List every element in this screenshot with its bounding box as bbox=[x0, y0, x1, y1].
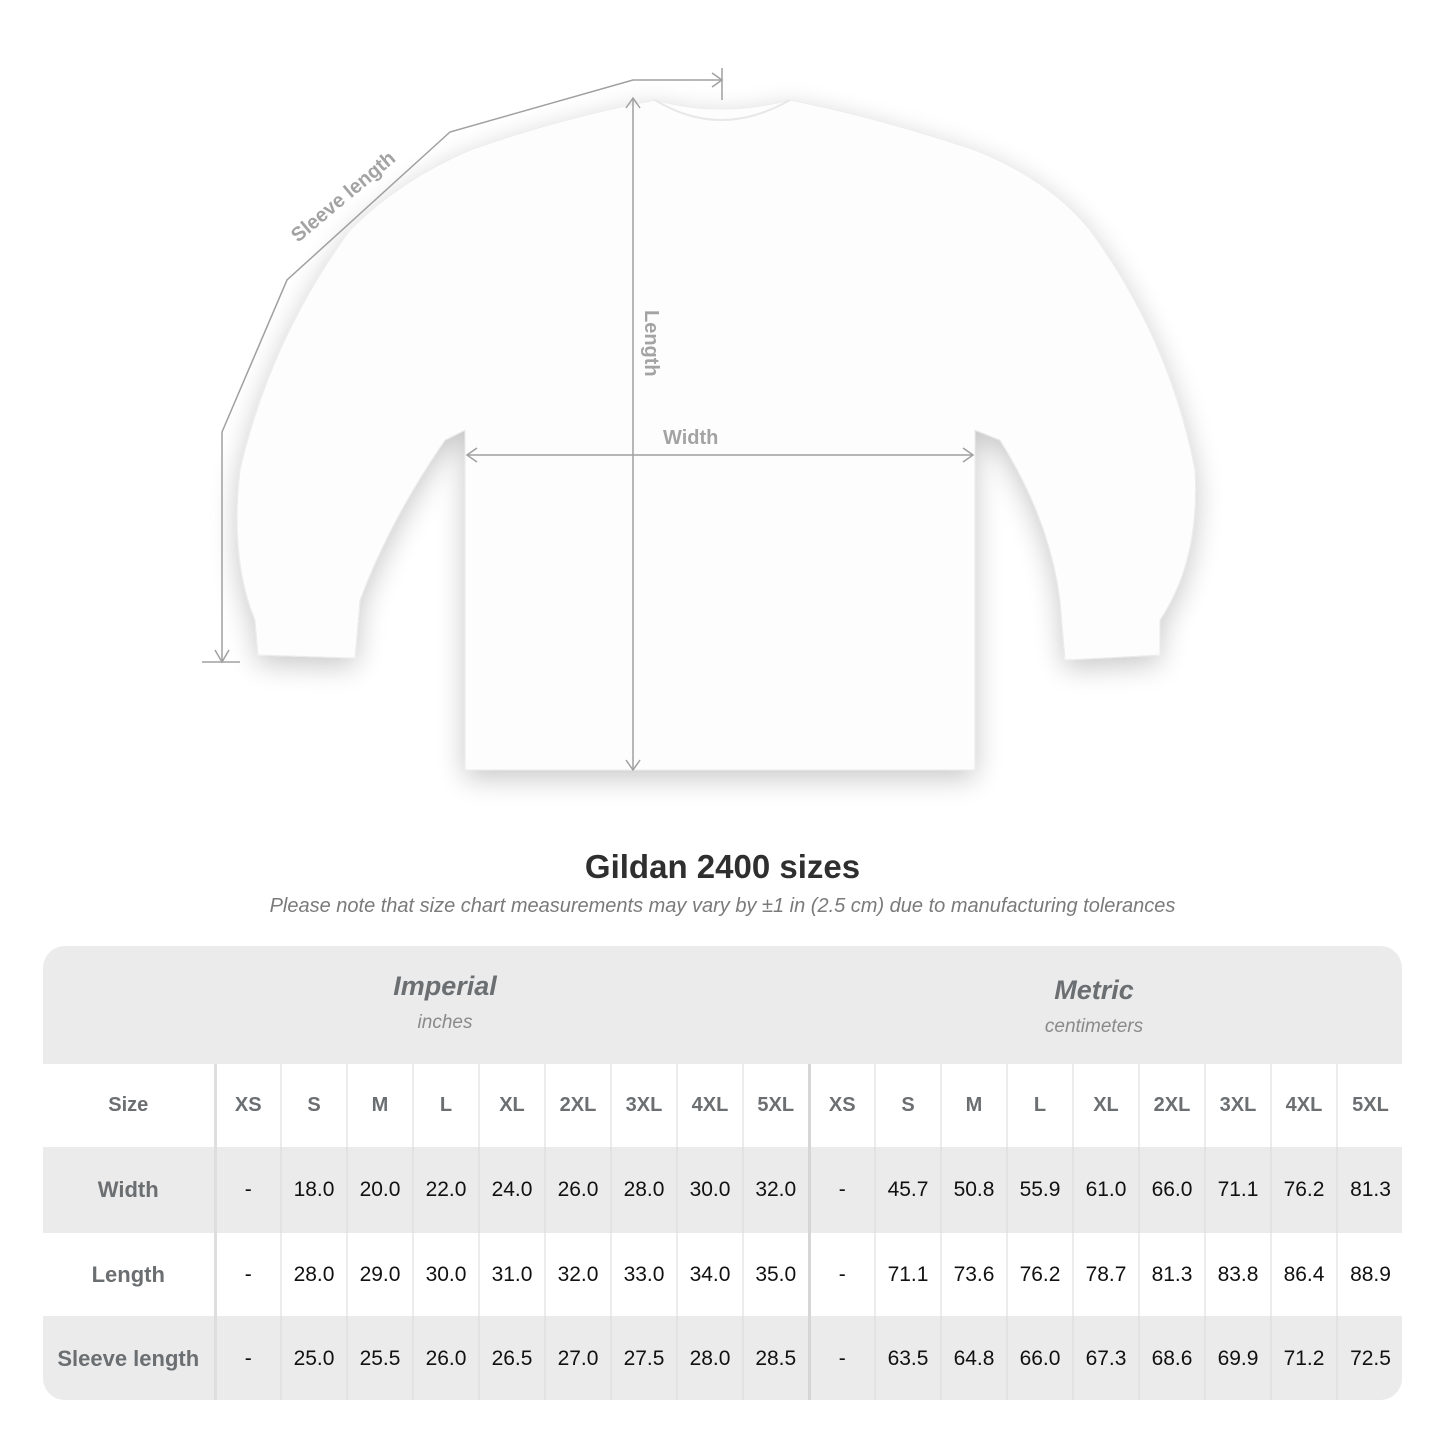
metric-value-cell: 76.2 bbox=[1270, 1147, 1337, 1233]
imperial-size-3xl: 3XL bbox=[610, 1064, 677, 1147]
imperial-value-cell: 28.0 bbox=[676, 1316, 743, 1400]
metric-value-cell: 45.7 bbox=[874, 1147, 941, 1233]
tolerance-note: Please note that size chart measurements… bbox=[269, 895, 1176, 917]
imperial-value-cell: 31.0 bbox=[478, 1233, 545, 1316]
metric-size-3xl: 3XL bbox=[1204, 1064, 1271, 1147]
metric-title: Metric bbox=[1054, 975, 1134, 1005]
metric-value-cell: 67.3 bbox=[1072, 1316, 1139, 1400]
metric-value-cell: 73.6 bbox=[940, 1233, 1007, 1316]
imperial-value-cell: 26.0 bbox=[412, 1316, 479, 1400]
table-row: Sleeve length -25.0 25.5 26.0 26.5 27.0 27.5 28… bbox=[43, 1316, 1402, 1400]
imperial-value-cell: 24.0 bbox=[478, 1147, 545, 1233]
row-label: Length bbox=[43, 1233, 215, 1316]
size-column-header: Size bbox=[43, 1064, 215, 1147]
metric-size-l: L bbox=[1006, 1064, 1073, 1147]
imperial-value-cell: 32.0 bbox=[742, 1147, 809, 1233]
metric-value-cell: 63.5 bbox=[874, 1316, 941, 1400]
metric-value-cell: 78.7 bbox=[1072, 1233, 1139, 1316]
imperial-value-cell: 30.0 bbox=[676, 1147, 743, 1233]
metric-value-cell: 61.0 bbox=[1072, 1147, 1139, 1233]
imperial-value-cell: 30.0 bbox=[412, 1233, 479, 1316]
imperial-value-cell: 34.0 bbox=[676, 1233, 743, 1316]
imperial-size-xl: XL bbox=[478, 1064, 545, 1147]
metric-header: Metric centimeters bbox=[809, 946, 1379, 1093]
metric-value-cell: 69.9 bbox=[1204, 1316, 1271, 1400]
metric-size-2xl: 2XL bbox=[1138, 1064, 1205, 1147]
imperial-value-cell: 28.5 bbox=[742, 1316, 809, 1400]
metric-unit: centimeters bbox=[1044, 1016, 1144, 1037]
imperial-value-cell: 26.0 bbox=[544, 1147, 611, 1233]
imperial-title: Imperial bbox=[393, 971, 497, 1001]
imperial-value-cell: 28.0 bbox=[610, 1147, 677, 1233]
metric-value-cell: 72.5 bbox=[1336, 1316, 1402, 1400]
metric-value-cell: 81.3 bbox=[1138, 1233, 1205, 1316]
metric-value-cell: 50.8 bbox=[940, 1147, 1007, 1233]
metric-value-cell: 88.9 bbox=[1336, 1233, 1402, 1316]
metric-size-xl: XL bbox=[1072, 1064, 1139, 1147]
imperial-size-s: S bbox=[280, 1064, 347, 1147]
metric-size-5xl: 5XL bbox=[1336, 1064, 1402, 1147]
imperial-value-cell: - bbox=[213, 1147, 281, 1233]
imperial-size-2xl: 2XL bbox=[544, 1064, 611, 1147]
metric-size-4xl: 4XL bbox=[1270, 1064, 1337, 1147]
imperial-unit: inches bbox=[417, 1012, 473, 1033]
imperial-size-xs: XS bbox=[213, 1064, 281, 1147]
metric-value-cell: - bbox=[807, 1316, 875, 1400]
imperial-value-cell: 18.0 bbox=[280, 1147, 347, 1233]
metric-value-cell: 64.8 bbox=[940, 1316, 1007, 1400]
sleeve-length-line bbox=[221, 79, 722, 662]
imperial-value-cell: 33.0 bbox=[610, 1233, 677, 1316]
metric-value-cell: 81.3 bbox=[1336, 1147, 1402, 1233]
imperial-value-cell: 27.5 bbox=[610, 1316, 677, 1400]
imperial-size-m: M bbox=[346, 1064, 413, 1147]
metric-value-cell: 71.1 bbox=[1204, 1147, 1271, 1233]
shirt-illustration bbox=[236, 99, 1197, 771]
metric-size-m: M bbox=[940, 1064, 1007, 1147]
metric-value-cell: 86.4 bbox=[1270, 1233, 1337, 1316]
imperial-value-cell: 25.0 bbox=[280, 1316, 347, 1400]
metric-value-cell: 71.2 bbox=[1270, 1316, 1337, 1400]
metric-value-cell: 66.0 bbox=[1138, 1147, 1205, 1233]
metric-size-s: S bbox=[874, 1064, 941, 1147]
size-grid: Size XS S M L XL 2XL 3XL 4XL 5XL XS S M L XL 2XL 3XL 4XL 5… bbox=[43, 1064, 1402, 1400]
metric-value-cell: 66.0 bbox=[1006, 1316, 1073, 1400]
imperial-value-cell: - bbox=[213, 1316, 281, 1400]
width-label: Width bbox=[663, 427, 718, 449]
imperial-size-4xl: 4XL bbox=[676, 1064, 743, 1147]
size-header-row: Size XS S M L XL 2XL 3XL 4XL 5XL XS S M L XL 2XL 3XL 4XL 5… bbox=[43, 1064, 1402, 1147]
imperial-value-cell: 27.0 bbox=[544, 1316, 611, 1400]
row-label: Sleeve length bbox=[43, 1316, 215, 1400]
metric-value-cell: 55.9 bbox=[1006, 1147, 1073, 1233]
imperial-value-cell: 26.5 bbox=[478, 1316, 545, 1400]
metric-size-xs: XS bbox=[807, 1064, 875, 1147]
row-label: Width bbox=[43, 1147, 215, 1233]
size-table: Imperial inches Metric centimeters Size X… bbox=[43, 946, 1402, 1400]
table-row: Width -18.0 20.0 22.0 24.0 26.0 28.0 30.0 32.0-4… bbox=[43, 1147, 1402, 1233]
imperial-value-cell: 35.0 bbox=[742, 1233, 809, 1316]
metric-value-cell: 83.8 bbox=[1204, 1233, 1271, 1316]
table-row: Length -28.0 29.0 30.0 31.0 32.0 33.0 34.0 35.0-… bbox=[43, 1233, 1402, 1316]
metric-value-cell: 68.6 bbox=[1138, 1316, 1205, 1400]
shirt-diagram: Sleeve length Length Width bbox=[202, 68, 1197, 772]
page-title: Gildan 2400 sizes bbox=[584, 848, 861, 885]
imperial-value-cell: 22.0 bbox=[412, 1147, 479, 1233]
metric-value-cell: 71.1 bbox=[874, 1233, 941, 1316]
imperial-value-cell: - bbox=[213, 1233, 281, 1316]
length-label: Length bbox=[640, 310, 662, 377]
imperial-value-cell: 28.0 bbox=[280, 1233, 347, 1316]
metric-value-cell: - bbox=[807, 1147, 875, 1233]
imperial-value-cell: 32.0 bbox=[544, 1233, 611, 1316]
imperial-value-cell: 20.0 bbox=[346, 1147, 413, 1233]
metric-value-cell: 76.2 bbox=[1006, 1233, 1073, 1316]
imperial-value-cell: 29.0 bbox=[346, 1233, 413, 1316]
imperial-size-l: L bbox=[412, 1064, 479, 1147]
metric-value-cell: - bbox=[807, 1233, 875, 1316]
imperial-size-5xl: 5XL bbox=[742, 1064, 809, 1147]
imperial-value-cell: 25.5 bbox=[346, 1316, 413, 1400]
imperial-header: Imperial inches bbox=[215, 946, 675, 1089]
